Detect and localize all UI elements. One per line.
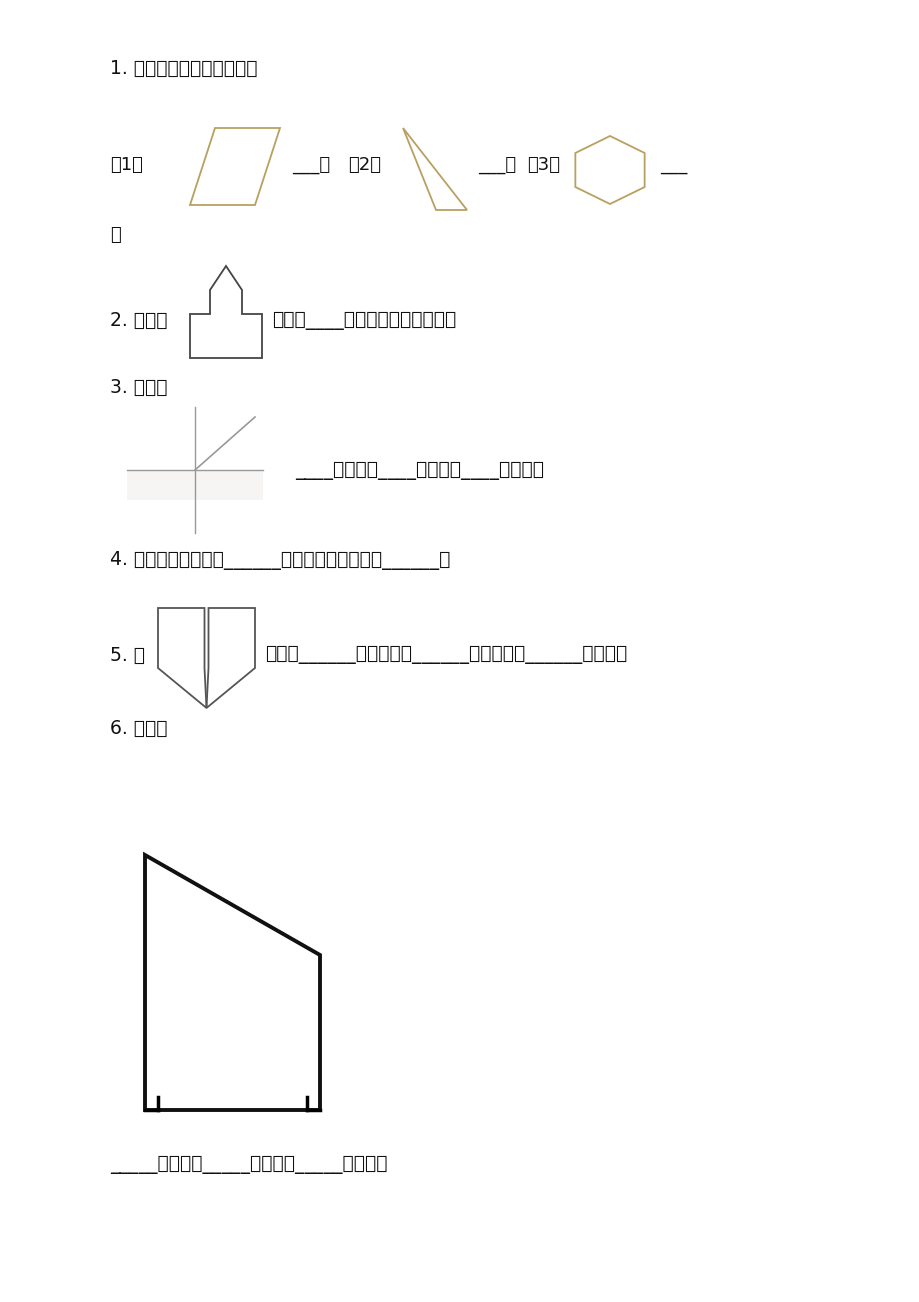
Text: ___个: ___个 [478,156,516,174]
Text: 3. 数角。: 3. 数角。 [110,378,167,397]
Text: 4. 比直角小的角叫做______，比直角大的角叫做______。: 4. 比直角小的角叫做______，比直角大的角叫做______。 [110,551,450,569]
Text: 中，有______个直角，有______个锐角，有______个钝角。: 中，有______个直角，有______个锐角，有______个钝角。 [265,646,627,664]
Text: _____个锐角，_____个直角，_____个钝角。: _____个锐角，_____个直角，_____个钝角。 [110,1155,387,1174]
Text: ____个锐角，____个直角，____个钝角。: ____个锐角，____个直角，____个钝角。 [295,461,543,479]
Text: （2）: （2） [347,156,380,174]
Text: （1）: （1） [110,156,142,174]
Text: （3）: （3） [527,156,560,174]
Bar [127,470,263,500]
Text: 一共有____个角，请你标出直角。: 一共有____个角，请你标出直角。 [272,310,456,329]
Text: ___个: ___个 [291,156,330,174]
Text: 2. 如图：: 2. 如图： [110,310,167,329]
Text: 1. 下面的图形各有几个角。: 1. 下面的图形各有几个角。 [110,59,257,78]
Text: 6. 填空。: 6. 填空。 [110,719,167,737]
Text: 5. 图: 5. 图 [110,646,145,664]
Text: 个: 个 [110,227,120,243]
Text: ___: ___ [659,156,686,174]
